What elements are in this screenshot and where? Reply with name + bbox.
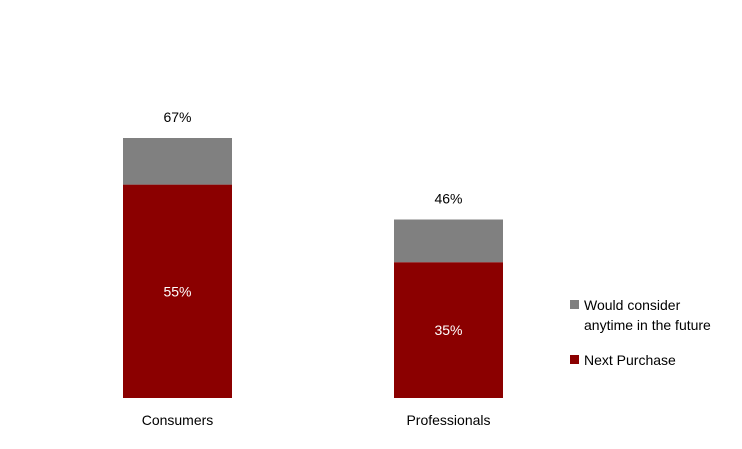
bar-professionals-next-purchase [394, 262, 503, 398]
total-label-consumers: 67% [163, 109, 191, 125]
bars-group [123, 138, 503, 398]
legend-swatch-next-purchase [570, 355, 579, 364]
bar-consumers-next-purchase [123, 184, 232, 398]
legend: Would consider anytime in the future Next … [570, 297, 711, 368]
labels-group: 55% 67% Consumers 35% 46% Professionals [142, 109, 491, 428]
bar-consumers-would-consider [123, 138, 232, 185]
bar-professionals-would-consider [394, 219, 503, 263]
data-label-consumers-next-purchase: 55% [163, 283, 191, 299]
category-label-consumers: Consumers [142, 412, 214, 428]
legend-swatch-would-consider [570, 300, 579, 309]
legend-label-would-consider: Would consider anytime in the future [584, 297, 711, 333]
category-label-professionals: Professionals [406, 412, 490, 428]
legend-label-next-purchase: Next Purchase [584, 352, 676, 368]
total-label-professionals: 46% [434, 191, 462, 207]
data-label-professionals-next-purchase: 35% [434, 322, 462, 338]
